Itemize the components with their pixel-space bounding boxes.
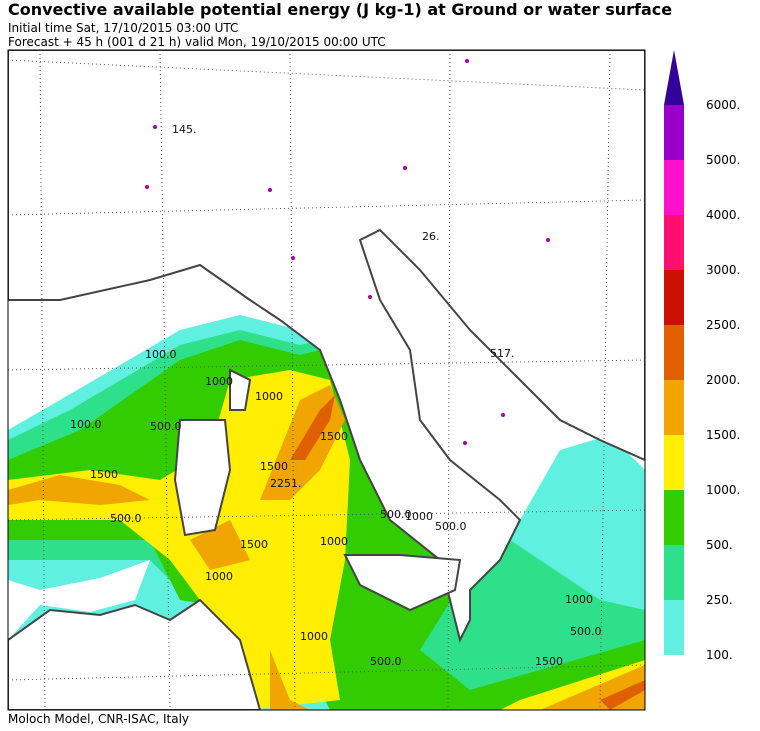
land [8, 50, 645, 710]
colorbar-band [664, 215, 684, 270]
colorbar-label: 6000. [706, 98, 740, 112]
contour-label: 100.0 [70, 418, 102, 431]
colorbar-label: 100. [706, 648, 733, 662]
colorbar-band [664, 435, 684, 490]
contour-label: 26. [422, 230, 440, 243]
initial-time: Initial time Sat, 17/10/2015 03:00 UTC [8, 21, 238, 35]
colorbar-band [664, 490, 684, 545]
colorbar-band [664, 105, 684, 160]
colorbar: 100. 250. 500. 1000. 1500. 2000. 2500. 3000. 400… [664, 50, 740, 662]
contour-label: 500.0 [570, 625, 602, 638]
colorbar-label: 5000. [706, 153, 740, 167]
contour-label: 1500 [240, 538, 268, 551]
contour-label: 500.0 [380, 508, 412, 521]
contour-label: 500.0 [435, 520, 467, 533]
contour-label: 1500 [260, 460, 288, 473]
title: Convective available potential energy (J… [8, 0, 672, 19]
colorbar-band [664, 160, 684, 215]
contour-label: 1000 [320, 535, 348, 548]
forecast-time: Forecast + 45 h (001 d 21 h) valid Mon, … [8, 35, 386, 49]
colorbar-band [664, 270, 684, 325]
colorbar-label: 4000. [706, 208, 740, 222]
contour-label: 2251. [270, 477, 302, 490]
contour-label: 1000 [205, 375, 233, 388]
contour-label: 500.0 [110, 512, 142, 525]
colorbar-band [664, 545, 684, 600]
contour-label: 1000 [255, 390, 283, 403]
colorbar-band [664, 380, 684, 435]
contour-label: 1000 [300, 630, 328, 643]
contour-label: 500.0 [150, 420, 182, 433]
colorbar-band [664, 325, 684, 380]
colorbar-label: 250. [706, 593, 733, 607]
contour-labels: 145. 26. 517. 100.0 100.0 1500 500.0 2251. 1500 1… [70, 123, 602, 668]
cape-2000 [290, 395, 645, 710]
contour-label: 1000 [565, 593, 593, 606]
contour-label: 500.0 [370, 655, 402, 668]
colorbar-label: 3000. [706, 263, 740, 277]
colorbar-label: 1000. [706, 483, 740, 497]
colorbar-label: 2500. [706, 318, 740, 332]
map-field: 145. 26. 517. 100.0 100.0 1500 500.0 2251. 1500 1… [8, 50, 645, 710]
city-dots [145, 59, 550, 445]
contour-label: 1000 [205, 570, 233, 583]
footer: Moloch Model, CNR-ISAC, Italy [8, 712, 189, 726]
colorbar-label: 500. [706, 538, 733, 552]
colorbar-label: 1500. [706, 428, 740, 442]
contour-label: 1500 [320, 430, 348, 443]
contour-label: 1500 [90, 468, 118, 481]
map-frame [7, 49, 646, 711]
contour-label: 1000 [405, 510, 433, 523]
contour-label: 1500 [535, 655, 563, 668]
colorbar-label: 2000. [706, 373, 740, 387]
contour-label: 145. [172, 123, 197, 136]
contour-label: 100.0 [145, 348, 177, 361]
colorbar-band [664, 600, 684, 655]
colorbar-arrow [664, 50, 684, 105]
cape-1500 [8, 385, 645, 710]
contour-label: 517. [490, 347, 515, 360]
cape-1000 [8, 370, 645, 710]
